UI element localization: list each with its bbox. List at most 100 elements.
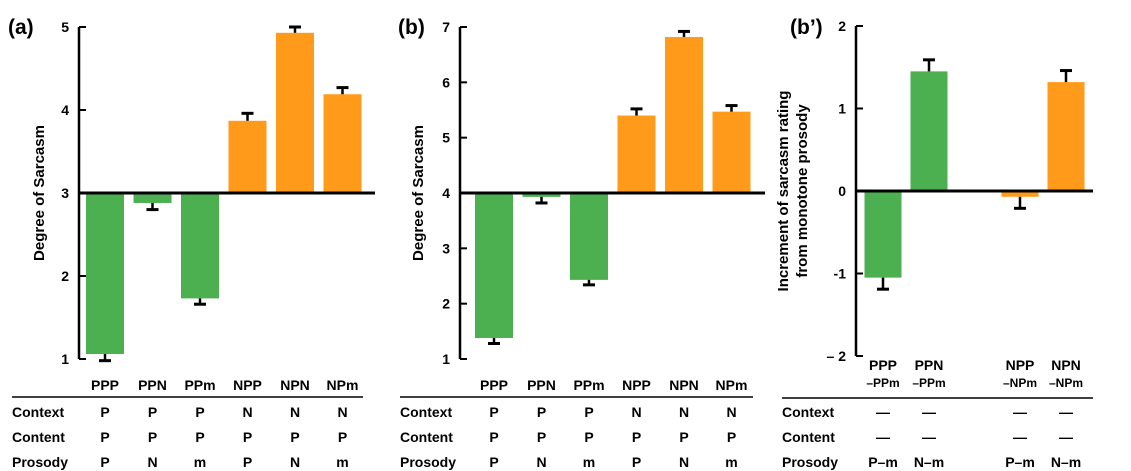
table-cell: N	[679, 454, 689, 470]
category-label: NPN	[1051, 357, 1081, 373]
table-cell: —	[922, 429, 936, 445]
table-cell: P	[100, 429, 109, 445]
table-cell: P	[489, 454, 498, 470]
y-tick-label: 1	[838, 101, 846, 117]
table-cell: P	[148, 429, 157, 445]
table-row-label: Context	[782, 404, 834, 420]
bar-3	[228, 120, 267, 193]
chart-panel-1: (a)12345PPPPPPPPNPPNPPmPPmNPPNPPNPNNPNNP…	[8, 16, 375, 470]
category-label: NPN	[280, 377, 310, 393]
y-axis-label: Increment of sarcasm rating	[775, 91, 792, 292]
category-sublabel: –PPm	[912, 376, 945, 390]
table-cell: m	[583, 454, 595, 470]
y-tick-label: 3	[442, 240, 450, 256]
category-label: PPP	[480, 377, 508, 393]
category-label: PPm	[573, 377, 604, 393]
table-cell: —	[1013, 404, 1027, 420]
category-label: PPP	[869, 357, 897, 373]
bar-0	[86, 193, 124, 355]
category-label: NPP	[622, 377, 651, 393]
category-label: NPP	[1006, 357, 1035, 373]
table-cell: P	[584, 429, 593, 445]
category-label: PPP	[91, 377, 119, 393]
table-cell: P	[100, 454, 109, 470]
table-row-label: Content	[400, 429, 453, 445]
table-cell: N	[631, 404, 641, 420]
category-label: PPN	[915, 357, 944, 373]
table-cell: P	[243, 454, 252, 470]
table-cell: P	[727, 429, 736, 445]
y-tick-label: – 2	[827, 348, 847, 364]
table-row-label: Content	[12, 429, 65, 445]
category-label: NPN	[669, 377, 699, 393]
y-tick-label: 5	[61, 19, 69, 35]
table-cell: P	[195, 404, 204, 420]
y-axis-label: from monotone prosody	[794, 104, 811, 278]
table-cell: P	[537, 404, 546, 420]
y-tick-label: 2	[838, 18, 846, 34]
category-label: NPm	[716, 377, 748, 393]
bar-1	[910, 71, 948, 191]
category-label: NPm	[327, 377, 359, 393]
table-cell: N–m	[914, 454, 944, 470]
y-tick-label: 2	[442, 296, 450, 312]
table-row-label: Prosody	[400, 454, 456, 470]
table-cell: —	[922, 404, 936, 420]
table-cell: N–m	[1051, 454, 1081, 470]
table-row-label: Prosody	[782, 454, 838, 470]
y-tick-label: 0	[838, 183, 846, 199]
table-cell: m	[725, 454, 737, 470]
table-cell: P	[100, 404, 109, 420]
panel-label: (a)	[8, 16, 34, 39]
bar-1	[133, 193, 172, 203]
table-cell: N	[290, 454, 300, 470]
table-cell: —	[876, 429, 890, 445]
bar-5	[323, 94, 362, 193]
table-cell: N	[679, 404, 689, 420]
bar-4	[665, 36, 703, 194]
table-cell: —	[1059, 429, 1073, 445]
category-label: PPN	[527, 377, 556, 393]
y-tick-label: 4	[442, 185, 450, 201]
table-cell: P	[195, 429, 204, 445]
y-tick-label: 1	[442, 351, 450, 367]
table-cell: m	[194, 454, 206, 470]
table-cell: N	[337, 404, 347, 420]
table-cell: N	[147, 454, 157, 470]
table-cell: P	[632, 429, 641, 445]
y-tick-label: 1	[61, 351, 69, 367]
table-cell: —	[876, 404, 890, 420]
table-cell: P	[290, 429, 299, 445]
table-cell: P	[679, 429, 688, 445]
category-label: PPN	[138, 377, 167, 393]
y-tick-label: 4	[61, 102, 69, 118]
y-tick-label: -1	[834, 266, 847, 282]
table-row-label: Content	[782, 429, 835, 445]
table-cell: —	[1059, 404, 1073, 420]
table-row-label: Context	[12, 404, 64, 420]
table-cell: P	[489, 429, 498, 445]
bar-2	[181, 193, 219, 299]
table-cell: P	[632, 454, 641, 470]
bar-2	[1001, 191, 1039, 197]
y-tick-label: 7	[442, 19, 450, 35]
table-cell: P	[584, 404, 593, 420]
table-cell: N	[290, 404, 300, 420]
table-cell: P	[537, 429, 546, 445]
bar-2	[570, 193, 608, 280]
table-cell: N	[536, 454, 546, 470]
bar-0	[864, 191, 902, 278]
chart-panel-3: (b’)– 2-1012PPP–PPm——P–mPPN–PPm——N–mNPP–…	[775, 16, 1093, 470]
category-label: NPP	[233, 377, 262, 393]
y-tick-label: 5	[442, 130, 450, 146]
table-cell: —	[1013, 429, 1027, 445]
table-cell: P–m	[1005, 454, 1035, 470]
table-cell: N	[242, 404, 252, 420]
table-cell: P	[243, 429, 252, 445]
bar-5	[712, 111, 751, 193]
y-axis-label: Degree of Sarcasm	[410, 125, 427, 261]
table-cell: P	[489, 404, 498, 420]
table-cell: P–m	[868, 454, 898, 470]
y-tick-label: 2	[61, 268, 69, 284]
